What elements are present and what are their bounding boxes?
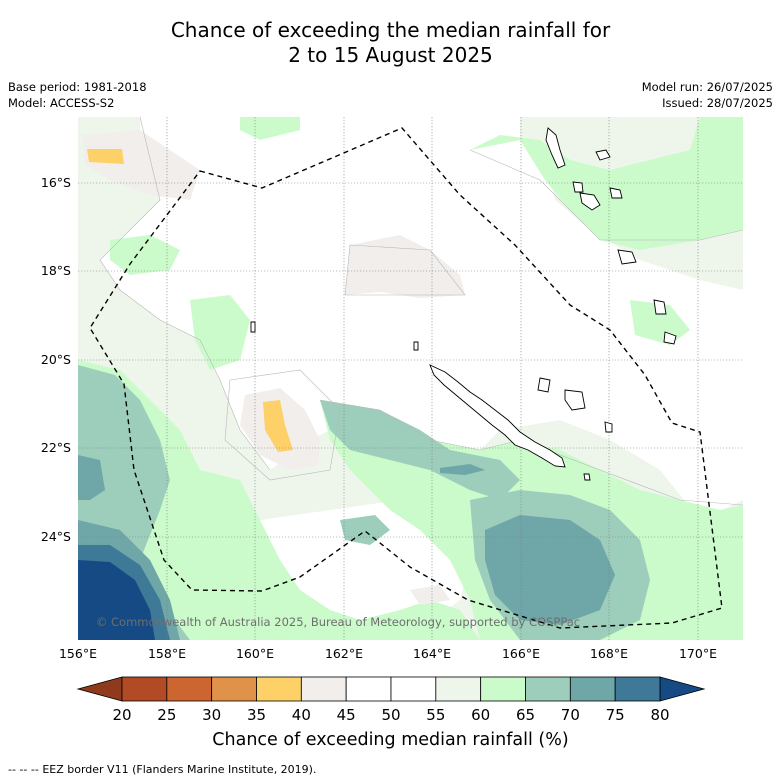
colorbar-cell [166, 676, 213, 702]
colorbar-tick-label: 75 [606, 706, 625, 724]
colorbar: 20 25 30 35 40 45 50 55 60 65 70 75 80 [76, 676, 706, 724]
map-title: Chance of exceeding the median rainfall … [0, 18, 781, 68]
eez-border [89, 127, 723, 629]
lat-labels: 16°S 18°S 20°S 22°S 24°S [41, 175, 71, 544]
colorbar-tick-label: 55 [426, 706, 445, 724]
vanuatu-island-8 [663, 331, 677, 345]
lon-label-170e: 170°E [679, 646, 717, 661]
band-dark-teal-west [78, 455, 105, 500]
map-fill-layer: © Commonwealth of Australia 2025, Bureau… [78, 117, 743, 640]
band-green-south-wide [78, 360, 480, 640]
colorbar-tick-label: 60 [471, 706, 490, 724]
lon-label-166e: 166°E [502, 646, 540, 661]
colorbar-tick-label: 70 [561, 706, 580, 724]
colorbar-tick-label: 25 [157, 706, 176, 724]
colorbar-cell [256, 676, 302, 702]
grid-lines [78, 117, 743, 640]
loyalty-island-1 [537, 377, 551, 393]
vanuatu-island-4 [579, 192, 601, 211]
vanuatu-island-6 [617, 249, 637, 265]
lat-label-22s: 22°S [41, 440, 71, 455]
colorbar-cell [345, 676, 392, 702]
lon-label-160e: 160°E [236, 646, 274, 661]
copyright-text: © Commonwealth of Australia 2025, Bureau… [96, 615, 580, 629]
lon-label-156e: 156°E [59, 646, 97, 661]
vanuatu-island-1 [545, 127, 566, 169]
colorbar-cell [390, 676, 437, 702]
lat-label-18s: 18°S [41, 263, 71, 278]
new-caledonia-island [429, 364, 566, 468]
small-island-3 [250, 321, 256, 333]
small-island-2 [604, 421, 613, 433]
lon-label-168e: 168°E [590, 646, 628, 661]
colorbar-tick-label: 65 [516, 706, 535, 724]
band-grey-nw [82, 130, 200, 200]
band-teal-central [320, 400, 520, 500]
lat-label-20s: 20°S [41, 352, 71, 367]
colorbar-cell [121, 676, 168, 702]
band-green-east [630, 300, 690, 345]
colorbar-cell [300, 676, 347, 702]
band-grey-south [410, 585, 450, 605]
band-teal-small [340, 515, 390, 545]
vanuatu-island-5 [609, 187, 623, 199]
band-dark-teal-strip [440, 464, 485, 475]
colorbar-tick-label: 40 [292, 706, 311, 724]
band-yellow-center [263, 400, 293, 452]
band-green-north [470, 117, 743, 250]
colorbar-low-triangle [76, 676, 123, 702]
band-green-mid [190, 295, 250, 370]
land-outlines [250, 127, 677, 481]
colorbar-tick-label: 80 [650, 706, 669, 724]
vanuatu-island-2 [595, 149, 611, 161]
vanuatu-island-3 [572, 181, 584, 193]
lon-label-162e: 162°E [325, 646, 363, 661]
band-grey-center [345, 235, 465, 298]
model-name: Model: ACCESS-S2 [8, 96, 115, 110]
issued-date: Issued: 28/07/2025 [662, 96, 773, 110]
colorbar-cells [121, 676, 661, 702]
contour-lines [99, 117, 743, 506]
lat-label-16s: 16°S [41, 175, 71, 190]
base-period: Base period: 1981-2018 [8, 80, 147, 94]
colorbar-tick-label: 45 [337, 706, 356, 724]
colorbar-cell [614, 676, 661, 702]
colorbar-high-triangle [659, 676, 706, 702]
colorbar-cell [569, 676, 616, 702]
band-dark-teal-southeast [485, 515, 615, 625]
footer-legend: -- -- -- EEZ border V11 (Flanders Marine… [8, 763, 316, 776]
colorbar-cell [435, 676, 482, 702]
small-island-1 [583, 473, 591, 481]
title-line-2: 2 to 15 August 2025 [288, 43, 493, 67]
lon-label-158e: 158°E [148, 646, 186, 661]
loyalty-island-2 [564, 389, 586, 411]
vanuatu-island-7 [653, 299, 667, 315]
lat-label-24s: 24°S [41, 529, 71, 544]
title-line-1: Chance of exceeding the median rainfall … [170, 18, 611, 42]
lon-label-164e: 164°E [413, 646, 451, 661]
band-navy [78, 560, 155, 640]
eez-legend-label: EEZ border V11 (Flanders Marine Institut… [42, 763, 317, 776]
colorbar-tick-label: 20 [112, 706, 131, 724]
meta-right: Model run: 26/07/2025 Issued: 28/07/2025 [642, 79, 773, 111]
colorbar-title: Chance of exceeding median rainfall (%) [212, 730, 569, 750]
band-green-north2 [240, 117, 300, 140]
colorbar-tick-label: 35 [247, 706, 266, 724]
band-green-west [110, 235, 180, 275]
eez-legend-symbol: -- -- -- [8, 763, 39, 776]
colorbar-cell [211, 676, 257, 702]
band-yellow-nw [87, 149, 124, 164]
colorbar-tick-label: 50 [381, 706, 400, 724]
colorbar-tick-label: 30 [202, 706, 221, 724]
model-run: Model run: 26/07/2025 [641, 80, 773, 94]
colorbar-cell [480, 676, 526, 702]
meta-left: Base period: 1981-2018 Model: ACCESS-S2 [8, 79, 147, 111]
colorbar-cell [525, 676, 571, 702]
lon-labels: 156°E 158°E 160°E 162°E 164°E 166°E 168°… [59, 646, 717, 661]
small-island-4 [413, 341, 419, 351]
colorbar-ticks: 20 25 30 35 40 45 50 55 60 65 70 75 80 [112, 706, 669, 724]
